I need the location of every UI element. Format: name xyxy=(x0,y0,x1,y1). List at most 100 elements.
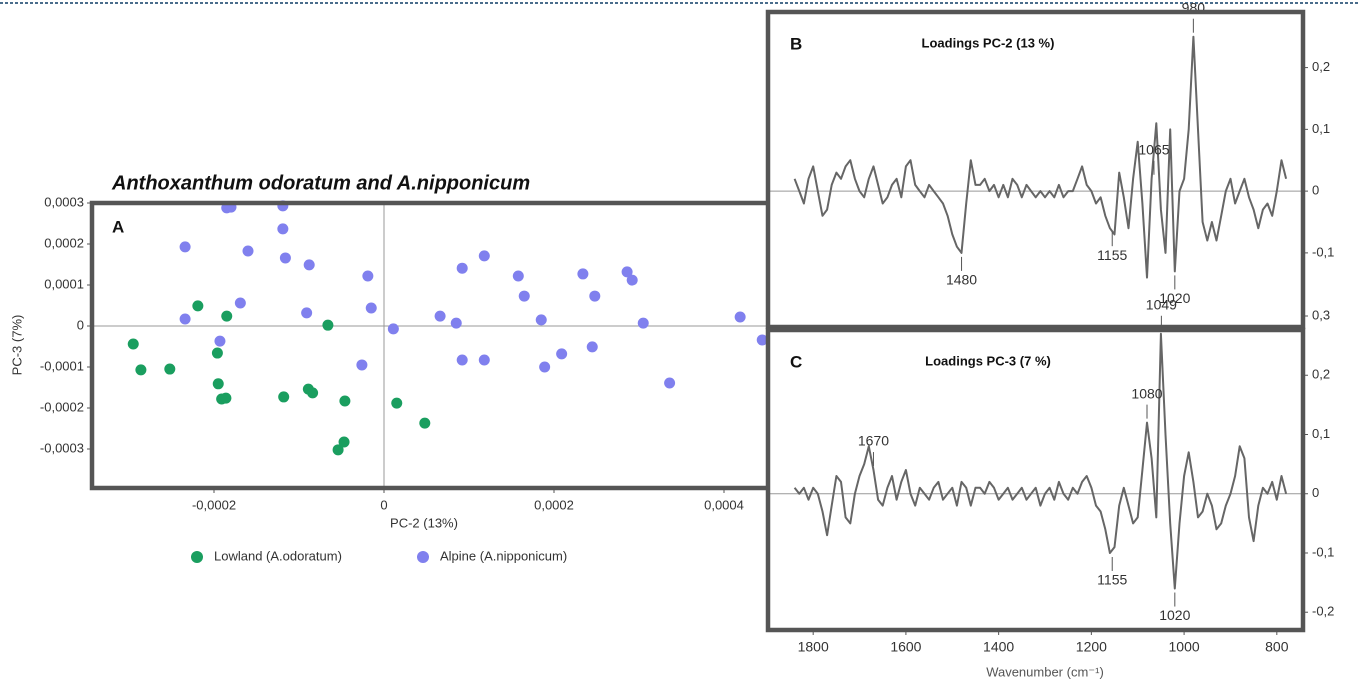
y-axis-label: PC-3 (7%) xyxy=(9,315,24,376)
point xyxy=(211,347,223,359)
chart-title: Anthoxanthum odoratum and A.nipponicum xyxy=(111,172,530,194)
point xyxy=(664,377,676,389)
x-tick-label: -0,0002 xyxy=(192,497,236,512)
point xyxy=(277,223,289,235)
point xyxy=(535,314,547,326)
point xyxy=(220,392,232,404)
annotation: 1155 xyxy=(1097,572,1127,588)
panel-frame xyxy=(89,200,775,491)
spectrum xyxy=(793,35,1288,279)
panel-bg xyxy=(768,12,1303,327)
point xyxy=(164,363,176,375)
y-tick-label: 0,0001 xyxy=(44,276,84,291)
panel-frame xyxy=(765,9,1306,330)
point xyxy=(512,270,524,282)
panel-label: A xyxy=(112,217,124,236)
point xyxy=(192,300,204,312)
point xyxy=(303,259,315,271)
panel-bg xyxy=(768,330,1303,630)
y-tick-label: 0,3 xyxy=(1312,307,1330,322)
point xyxy=(301,307,313,319)
point xyxy=(756,334,768,346)
legend-swatch xyxy=(417,551,429,563)
point xyxy=(621,266,633,278)
x-tick-label: 1400 xyxy=(983,639,1014,655)
legend-label: Alpine (A.nipponicum) xyxy=(440,548,567,563)
point xyxy=(478,354,490,366)
point xyxy=(434,310,446,322)
panel-frame xyxy=(765,327,1306,633)
point xyxy=(589,290,601,302)
annotation: 1020 xyxy=(1159,607,1190,623)
point xyxy=(362,270,374,282)
point xyxy=(637,317,649,329)
annotation: 1020 xyxy=(1159,290,1190,306)
point xyxy=(338,436,350,448)
point xyxy=(365,302,377,314)
annotation: 1049 xyxy=(1146,296,1177,312)
x-tick-label: 0,0004 xyxy=(704,497,744,512)
point xyxy=(518,290,530,302)
y-tick-label: 0,2 xyxy=(1312,59,1330,74)
x-axis-label: Wavenumber (cm⁻¹) xyxy=(986,664,1104,679)
point xyxy=(135,364,147,376)
point xyxy=(179,313,191,325)
y-tick-label: 0,1 xyxy=(1312,121,1330,136)
point xyxy=(179,241,191,253)
legend-label: Lowland (A.odoratum) xyxy=(214,548,342,563)
x-tick-label: 0 xyxy=(380,497,387,512)
panel-label: B xyxy=(790,34,802,53)
point xyxy=(307,387,319,399)
y-tick-label: 0 xyxy=(1312,183,1319,198)
annotation: 1080 xyxy=(1131,385,1162,401)
spectrum xyxy=(793,332,1288,590)
point xyxy=(242,245,254,257)
y-tick-label: 0,0003 xyxy=(44,194,84,209)
point xyxy=(734,311,746,323)
point xyxy=(234,297,246,309)
point xyxy=(387,323,399,335)
x-tick-label: 1000 xyxy=(1169,639,1200,655)
point xyxy=(339,395,351,407)
point xyxy=(586,341,598,353)
annotation: 1065 xyxy=(1138,141,1169,157)
point xyxy=(127,338,139,350)
point xyxy=(322,319,334,331)
y-tick-label: -0,1 xyxy=(1312,244,1334,259)
point xyxy=(278,391,290,403)
point xyxy=(456,262,468,274)
y-tick-label: -0,0003 xyxy=(40,440,84,455)
annotation: 1155 xyxy=(1097,247,1127,263)
point xyxy=(626,274,638,286)
y-tick-label: 0,0002 xyxy=(44,235,84,250)
x-axis-label: PC-2 (13%) xyxy=(390,515,458,530)
point xyxy=(419,417,431,429)
point xyxy=(391,397,403,409)
annotation: 1670 xyxy=(858,433,889,449)
x-tick-label: 800 xyxy=(1265,639,1289,655)
y-tick-label: 0,2 xyxy=(1312,367,1330,382)
point xyxy=(478,250,490,262)
legend-swatch xyxy=(191,551,203,563)
y-tick-label: 0 xyxy=(1312,485,1319,500)
x-tick-label: 1200 xyxy=(1076,639,1107,655)
y-tick-label: -0,2 xyxy=(1312,604,1334,619)
annotation: 1480 xyxy=(946,272,977,288)
point xyxy=(332,444,344,456)
y-tick-label: -0,0001 xyxy=(40,358,84,373)
x-tick-label: 1600 xyxy=(890,639,921,655)
point xyxy=(221,310,233,322)
point xyxy=(456,354,468,366)
panel-title: Loadings PC-2 (13 %) xyxy=(922,35,1055,50)
point xyxy=(450,317,462,329)
x-tick-label: 1800 xyxy=(798,639,829,655)
y-tick-label: 0 xyxy=(77,317,84,332)
y-tick-label: -0,1 xyxy=(1312,544,1334,559)
panel-title: Loadings PC-3 (7 %) xyxy=(925,353,1051,368)
point xyxy=(214,335,226,347)
y-tick-label: 0,1 xyxy=(1312,426,1330,441)
point xyxy=(539,361,551,373)
point xyxy=(212,378,224,390)
point xyxy=(556,348,568,360)
